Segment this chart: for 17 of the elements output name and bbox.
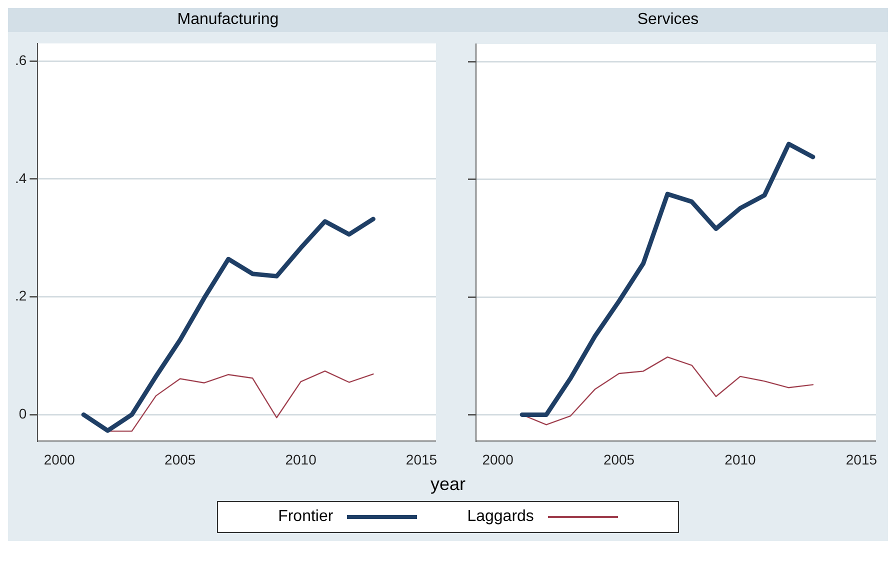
x-tick-label: 2010 (285, 451, 317, 468)
x-tick-label: 2015 (406, 451, 438, 468)
x-tick-label: 2000 (44, 451, 76, 468)
y-tick-label: 0 (18, 406, 27, 422)
legend-label: Frontier (278, 508, 334, 526)
x-tick-label: 2010 (724, 451, 756, 468)
y-tick-label: .4 (14, 170, 27, 186)
y-tick-label: .6 (14, 52, 27, 68)
legend-label: Laggards (467, 508, 534, 526)
x-tick-label: 2005 (603, 451, 635, 468)
chart-title: Manufacturing (8, 8, 448, 32)
x-tick-label: 2015 (846, 451, 878, 468)
x-tick-label: 2000 (482, 451, 514, 468)
x-axis-title: year (429, 474, 466, 495)
y-tick-label: .2 (14, 288, 27, 304)
x-tick-label: 2005 (164, 451, 196, 468)
chart-title: Services (448, 8, 888, 32)
